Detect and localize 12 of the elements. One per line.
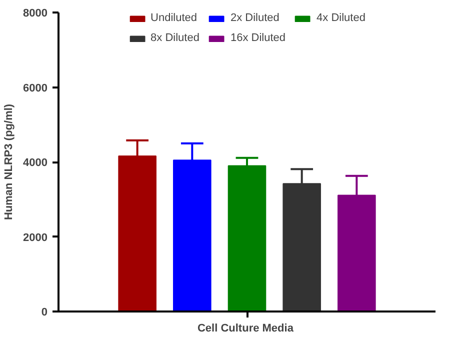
y-tick-label: 8000 — [23, 8, 48, 20]
x-tick-label: Cell Culture Media — [197, 322, 294, 334]
legend-label: 16x Diluted — [230, 32, 286, 44]
y-tick-label: 6000 — [23, 82, 48, 94]
y-tick-label: 2000 — [23, 232, 48, 244]
legend-label: 2x Diluted — [230, 12, 280, 24]
legend-label: Undiluted — [150, 12, 198, 24]
y-tick-label: 0 — [41, 306, 48, 318]
y-tick-label: 4000 — [23, 157, 48, 169]
legend-label: 4x Diluted — [316, 12, 366, 24]
legend-label: 8x Diluted — [150, 32, 200, 44]
y-axis-title: Human NLRP3 (pg/ml) — [3, 104, 16, 220]
